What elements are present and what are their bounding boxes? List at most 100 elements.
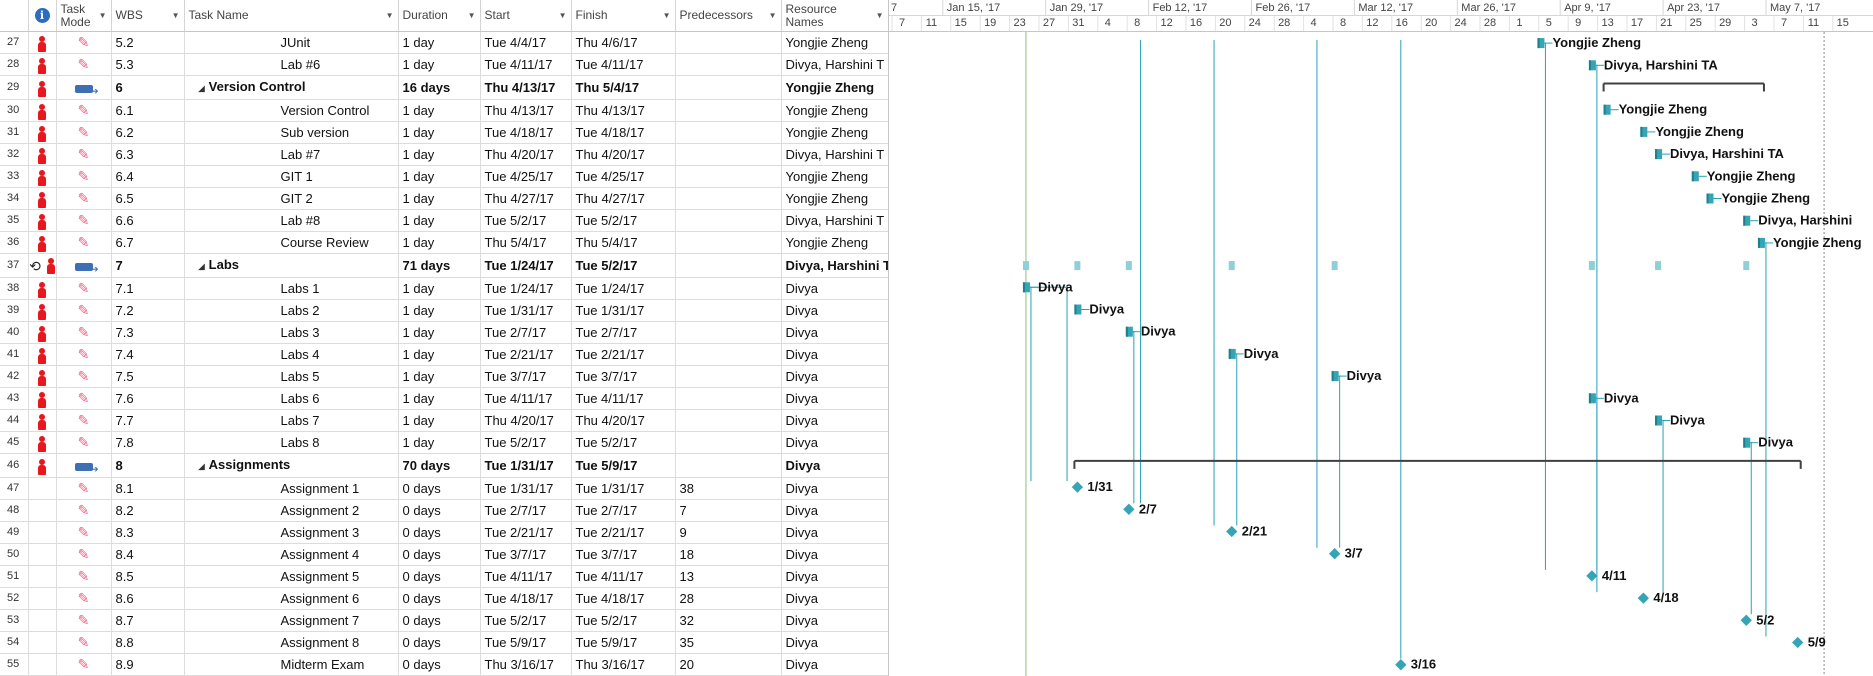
start-cell[interactable]: Thu 4/13/17 — [480, 99, 572, 122]
duration-cell[interactable]: 0 days — [398, 521, 481, 544]
predecessors-cell[interactable] — [675, 231, 782, 254]
start-header[interactable]: Start ▼ — [480, 0, 572, 32]
task-mode-cell[interactable]: ✎ — [56, 631, 112, 654]
task-mode-cell[interactable]: ✎ — [56, 521, 112, 544]
wbs-cell[interactable]: 8 — [111, 453, 185, 478]
duration-cell[interactable]: 1 day — [398, 277, 481, 300]
task-bar[interactable] — [1757, 237, 1765, 248]
predecessors-cell[interactable]: 13 — [675, 565, 782, 588]
task-name-cell[interactable]: ◢ Version Control — [184, 75, 399, 100]
wbs-cell[interactable]: 5.2 — [111, 31, 185, 54]
wbs-cell[interactable]: 5.3 — [111, 53, 185, 76]
task-name-cell[interactable]: Course Review — [184, 231, 399, 254]
duration-cell[interactable]: 1 day — [398, 299, 481, 322]
resource-names-cell[interactable]: Divya — [781, 631, 888, 654]
recurring-occurrence-marker[interactable] — [1022, 261, 1029, 271]
recurring-occurrence-marker[interactable] — [1125, 261, 1132, 271]
indicators-cell[interactable] — [28, 543, 57, 566]
duration-cell[interactable]: 0 days — [398, 499, 481, 522]
task-name-cell[interactable]: Assignment 6 — [184, 587, 399, 610]
milestone-diamond[interactable] — [1123, 503, 1135, 515]
duration-cell[interactable]: 71 days — [398, 253, 481, 278]
collapse-triangle-icon[interactable]: ◢ — [198, 84, 205, 93]
finish-cell[interactable]: Thu 4/20/17 — [571, 409, 676, 432]
table-row[interactable]: 27 ✎ 5.2 JUnit 1 day Tue 4/4/17 Thu 4/6/17 Yong… — [0, 31, 888, 54]
dependency-link[interactable] — [1131, 331, 1135, 504]
resource-names-cell[interactable]: Divya, Harshini T — [781, 143, 888, 166]
row-number[interactable]: 28 — [0, 53, 29, 76]
wbs-header[interactable]: WBS ▼ — [111, 0, 185, 32]
resource-names-cell[interactable]: Divya — [781, 387, 888, 410]
start-cell[interactable]: Tue 2/7/17 — [480, 321, 572, 344]
start-cell[interactable]: Tue 1/24/17 — [480, 277, 572, 300]
task-name-cell[interactable]: Labs 7 — [184, 409, 399, 432]
indicators-cell[interactable] — [28, 453, 57, 478]
start-cell[interactable]: Tue 1/24/17 — [480, 253, 572, 278]
table-row[interactable]: 32 ✎ 6.3 Lab #7 1 day Thu 4/20/17 Thu 4/20/17 D… — [0, 143, 888, 166]
dependency-link[interactable] — [1028, 286, 1032, 482]
predecessors-cell[interactable] — [675, 343, 782, 366]
indicators-cell[interactable] — [28, 387, 57, 410]
duration-cell[interactable]: 1 day — [398, 31, 481, 54]
milestone-diamond[interactable] — [1328, 548, 1341, 560]
task-name-cell[interactable]: Labs 1 — [184, 277, 399, 300]
row-number[interactable]: 43 — [0, 387, 29, 410]
table-row[interactable]: 31 ✎ 6.2 Sub version 1 day Tue 4/18/17 Tue 4/1… — [0, 121, 888, 144]
start-cell[interactable]: Tue 3/7/17 — [480, 365, 572, 388]
predecessors-cell[interactable] — [675, 143, 782, 166]
start-cell[interactable]: Tue 5/2/17 — [480, 209, 572, 232]
resource-names-cell[interactable]: Divya — [781, 277, 888, 300]
duration-cell[interactable]: 1 day — [398, 187, 481, 210]
chevron-down-icon[interactable]: ▼ — [98, 11, 107, 20]
milestone-diamond[interactable] — [1637, 592, 1650, 604]
finish-cell[interactable]: Tue 4/25/17 — [571, 165, 676, 188]
recurring-occurrence-marker[interactable] — [1743, 261, 1750, 271]
task-name-cell[interactable]: JUnit — [184, 31, 399, 54]
milestone-diamond[interactable] — [1226, 525, 1238, 538]
wbs-cell[interactable]: 8.2 — [111, 499, 185, 522]
wbs-cell[interactable]: 7.4 — [111, 343, 185, 366]
task-name-cell[interactable]: Assignment 2 — [184, 499, 399, 522]
wbs-cell[interactable]: 7.3 — [111, 321, 185, 344]
start-cell[interactable]: Tue 2/21/17 — [480, 521, 572, 544]
start-cell[interactable]: Thu 5/4/17 — [480, 231, 572, 254]
chevron-down-icon[interactable]: ▼ — [385, 11, 394, 20]
row-number[interactable]: 38 — [0, 277, 29, 300]
task-name-cell[interactable]: Assignment 3 — [184, 521, 399, 544]
task-bar[interactable] — [1640, 126, 1648, 137]
recurring-occurrence-marker[interactable] — [1331, 261, 1338, 271]
finish-cell[interactable]: Tue 2/7/17 — [571, 321, 676, 344]
predecessors-cell[interactable] — [675, 31, 782, 54]
task-name-cell[interactable]: Lab #8 — [184, 209, 399, 232]
task-mode-cell[interactable]: ✎ — [56, 343, 112, 366]
start-cell[interactable]: Tue 4/11/17 — [480, 565, 572, 588]
finish-cell[interactable]: Tue 4/18/17 — [571, 587, 676, 610]
start-cell[interactable]: Tue 5/2/17 — [480, 431, 572, 454]
milestone-diamond[interactable] — [1395, 659, 1407, 671]
resource-names-cell[interactable]: Divya — [781, 409, 888, 432]
wbs-cell[interactable]: 8.7 — [111, 609, 185, 632]
resource-names-cell[interactable]: Divya — [781, 477, 888, 500]
row-number[interactable]: 46 — [0, 453, 29, 478]
wbs-cell[interactable]: 6.2 — [111, 121, 185, 144]
wbs-cell[interactable]: 7.8 — [111, 431, 185, 454]
task-mode-cell[interactable]: ✎ — [56, 143, 112, 166]
predecessors-cell[interactable] — [675, 431, 782, 454]
duration-cell[interactable]: 0 days — [398, 587, 481, 610]
dependency-link[interactable] — [1594, 64, 1598, 593]
select-all-corner[interactable] — [0, 0, 29, 32]
task-mode-cell[interactable]: ✎ — [56, 365, 112, 388]
recurring-occurrence-marker[interactable] — [1228, 261, 1235, 271]
start-cell[interactable]: Thu 3/16/17 — [480, 653, 572, 676]
indicators-cell[interactable] — [28, 53, 57, 76]
resource-names-cell[interactable]: Divya — [781, 565, 888, 588]
milestone-diamond[interactable] — [1740, 614, 1752, 626]
row-number[interactable]: 50 — [0, 543, 29, 566]
resource-names-cell[interactable]: Divya — [781, 343, 888, 366]
